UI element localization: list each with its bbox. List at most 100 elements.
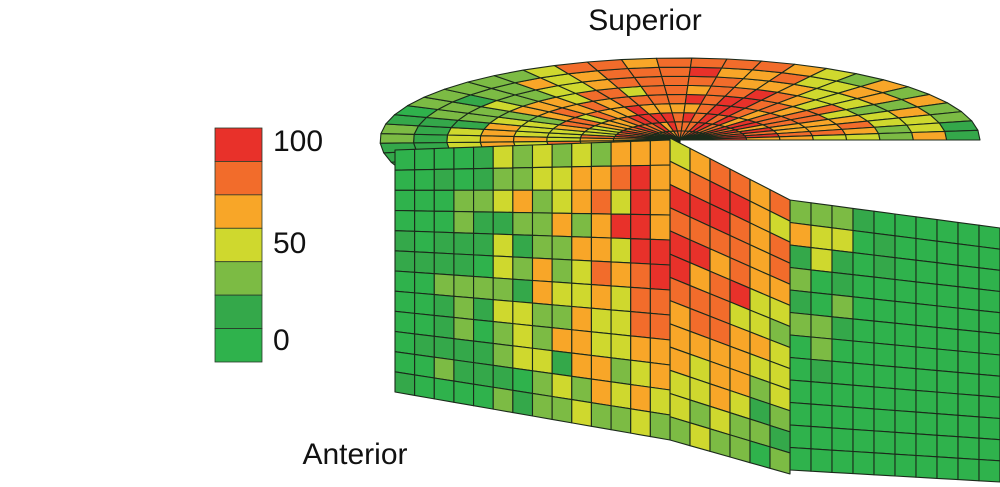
voxel xyxy=(874,321,895,345)
voxel xyxy=(853,385,874,409)
voxel xyxy=(650,140,670,165)
voxel xyxy=(474,255,494,278)
voxel xyxy=(395,332,415,355)
voxel xyxy=(979,396,1000,419)
voxel xyxy=(916,260,937,284)
voxel xyxy=(493,343,513,368)
voxel xyxy=(832,317,853,341)
voxel xyxy=(415,231,435,253)
voxel xyxy=(454,317,474,341)
voxel xyxy=(552,144,572,168)
voxel xyxy=(591,261,611,286)
voxel xyxy=(513,279,533,303)
voxel xyxy=(832,295,853,319)
voxel xyxy=(434,378,454,402)
voxel xyxy=(611,238,631,263)
voxel xyxy=(513,324,533,349)
voxel xyxy=(434,315,454,338)
voxel xyxy=(832,450,853,473)
legend-swatch xyxy=(215,195,262,228)
voxel xyxy=(958,437,979,460)
voxel xyxy=(916,304,937,328)
voxel xyxy=(631,336,651,363)
voxel xyxy=(874,343,895,367)
voxel xyxy=(650,165,670,190)
voxel xyxy=(434,295,454,318)
voxel xyxy=(533,326,553,351)
voxel xyxy=(611,286,631,312)
anterior-label: Anterior xyxy=(302,438,407,471)
voxel xyxy=(572,400,592,427)
voxel xyxy=(690,58,726,68)
voxel xyxy=(454,147,474,169)
voxel xyxy=(979,225,1000,249)
voxel xyxy=(979,247,1000,271)
voxel xyxy=(853,429,874,452)
voxel xyxy=(895,258,916,282)
voxel xyxy=(958,265,979,289)
voxel xyxy=(611,358,631,385)
voxel xyxy=(474,320,494,344)
voxel xyxy=(958,287,979,311)
voxel xyxy=(916,369,937,392)
voxel xyxy=(958,372,979,395)
voxel xyxy=(513,368,533,393)
voxel xyxy=(811,270,832,295)
voxel xyxy=(572,376,592,402)
voxel xyxy=(895,367,916,391)
voxel xyxy=(513,301,533,325)
voxel xyxy=(746,137,780,140)
voxel xyxy=(895,454,916,477)
voxel xyxy=(650,289,670,315)
voxel xyxy=(790,245,811,270)
voxel xyxy=(811,382,832,406)
figure: 100500 Superior Anterior xyxy=(0,0,1000,487)
voxel xyxy=(832,383,853,407)
voxel xyxy=(380,134,414,144)
voxel xyxy=(853,319,874,343)
voxel xyxy=(591,166,611,190)
voxel xyxy=(779,136,813,140)
voxel xyxy=(474,298,494,322)
voxel xyxy=(434,357,454,381)
voxel xyxy=(533,371,553,397)
voxel xyxy=(493,387,513,412)
voxel xyxy=(493,212,513,235)
voxel xyxy=(832,206,853,231)
voxel xyxy=(415,293,435,316)
voxel xyxy=(493,278,513,302)
voxel xyxy=(790,268,811,293)
voxel xyxy=(493,365,513,390)
voxel xyxy=(790,358,811,382)
voxel xyxy=(474,233,494,256)
voxel xyxy=(631,287,651,313)
voxel xyxy=(916,239,937,263)
voxel xyxy=(790,335,811,359)
voxel xyxy=(533,167,553,190)
voxel xyxy=(937,349,958,372)
voxel xyxy=(631,409,651,437)
voxel xyxy=(552,259,572,283)
voxel xyxy=(853,275,874,299)
voxel xyxy=(513,346,533,371)
voxel xyxy=(513,235,533,258)
voxel xyxy=(832,406,853,430)
voxel xyxy=(572,237,592,261)
voxel xyxy=(631,141,651,166)
voxel xyxy=(853,297,874,321)
voxel xyxy=(552,374,572,400)
voxel xyxy=(572,166,592,190)
voxel xyxy=(895,432,916,455)
voxel xyxy=(812,135,846,140)
voxel xyxy=(650,264,670,290)
voxel xyxy=(611,262,631,287)
voxel xyxy=(937,414,958,437)
voxel xyxy=(474,341,494,365)
voxel xyxy=(631,214,651,239)
voxel xyxy=(493,168,513,190)
voxel-volume xyxy=(380,58,1000,482)
voxel xyxy=(572,260,592,285)
voxel xyxy=(958,308,979,332)
voxel xyxy=(611,382,631,409)
voxel xyxy=(631,263,651,289)
